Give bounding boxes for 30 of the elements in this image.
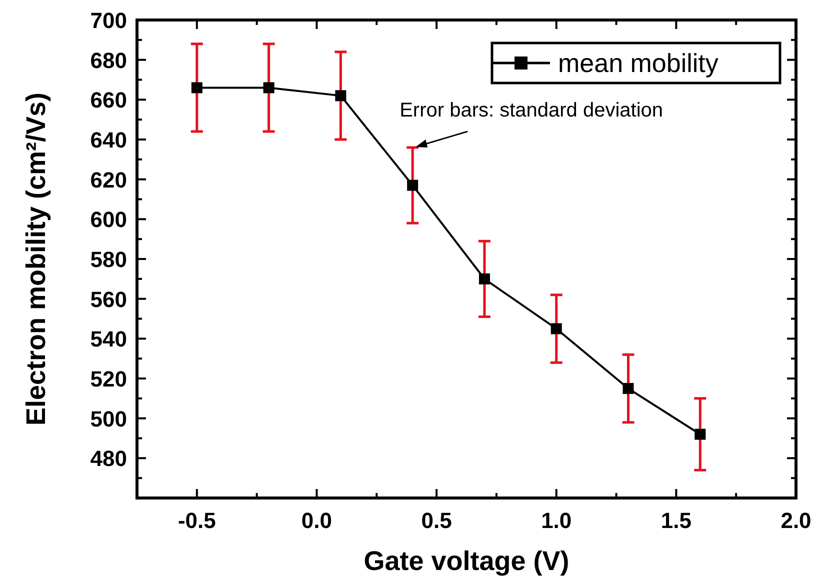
x-tick-label: 2.0 (780, 508, 812, 533)
y-tick-label: 480 (90, 446, 127, 472)
y-tick-label: 540 (90, 326, 127, 352)
y-axis-title: Electron mobility (cm²/Vs) (21, 92, 51, 426)
annotation: Error bars: standard deviation (400, 99, 664, 122)
y-tick-label: 700 (90, 8, 127, 33)
y-tick-label: 660 (90, 88, 127, 113)
y-tick-label: 620 (90, 167, 127, 192)
y-tick-label: 600 (90, 207, 127, 232)
point (622, 382, 634, 394)
y-tick-label: 680 (90, 48, 127, 73)
x-axis-title: Gate voltage (V) (364, 546, 570, 576)
point (694, 428, 706, 440)
point (407, 180, 418, 191)
point (550, 323, 562, 334)
y-tick-label: 500 (90, 406, 127, 432)
point (191, 82, 202, 94)
x-tick-label: 0.0 (301, 508, 332, 533)
x-tick-label: -0.5 (178, 508, 216, 533)
legend-label: mean mobility (558, 48, 718, 78)
y-tick-label: 560 (90, 286, 127, 312)
x-tick-label: 1.0 (541, 508, 572, 533)
point (263, 82, 274, 94)
x-tick-label: 0.5 (421, 508, 452, 533)
point (335, 90, 346, 102)
point (478, 273, 490, 284)
y-tick-label: 520 (90, 366, 127, 392)
y-tick-label: 580 (90, 247, 127, 272)
y-tick-label: 640 (90, 128, 127, 152)
x-tick-label: 1.5 (660, 508, 692, 533)
